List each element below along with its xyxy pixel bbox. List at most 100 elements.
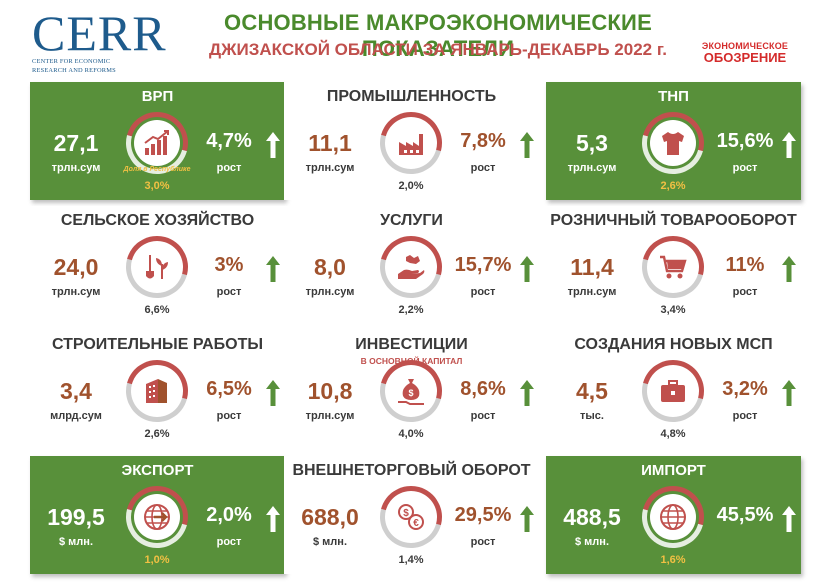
indicator-card: ЭКСПОРТ 199,5 $ млн. 1,0% 2,0% рост: [30, 456, 285, 574]
briefcase-icon: [650, 368, 696, 414]
indicator-value: 199,5: [47, 504, 105, 530]
arrow-up-icon: [266, 132, 280, 158]
arrow-up-icon: [782, 506, 796, 532]
indicator-card: ИНВЕСТИЦИИ В ОСНОВНОЙ КАПИТАЛ 10,8 трлн.сум…: [284, 330, 539, 448]
svg-text:€: €: [413, 518, 419, 529]
indicator-card: УСЛУГИ 8,0 трлн.сум 2,2% 15,7% рост: [284, 206, 539, 324]
indicator-unit: трлн.сум: [567, 162, 617, 174]
page-subtitle: ДЖИЗАКСКОЙ ОБЛАСТИ ЗА ЯНВАРЬ-ДЕКАБРЬ 202…: [209, 40, 667, 59]
growth-label: рост: [216, 536, 242, 548]
indicator-unit: трлн.сум: [305, 286, 355, 298]
growth-value: 7,8%: [460, 130, 506, 152]
logo-subtitle-1: Center for Economic: [32, 58, 111, 65]
indicator-value: 488,5: [563, 504, 621, 530]
factory-icon: [388, 120, 434, 166]
indicator-card: ТНП 5,3 трлн.сум 2,6% 15,6% рост: [546, 82, 801, 200]
card-title: ЭКСПОРТ: [121, 462, 194, 479]
source-logo-big: ОБОЗРЕНИЕ: [703, 50, 787, 65]
card-title: ВНЕШНЕТОРГОВЫЙ ОБОРОТ: [292, 462, 531, 479]
republic-share: 4,0%: [398, 428, 424, 440]
arrow-up-icon: [520, 256, 534, 282]
republic-share: 1,0%: [144, 554, 170, 566]
growth-label: рост: [216, 410, 242, 422]
share-ring: [630, 348, 716, 434]
arrow-up-icon: [782, 132, 796, 158]
globe-export-icon: [134, 494, 180, 540]
card-title: СТРОИТЕЛЬНЫЕ РАБОТЫ: [51, 336, 264, 353]
source-logo-small: ЭКОНОМИЧЕСКОЕ: [701, 41, 789, 51]
money-bag-icon: $: [388, 368, 434, 414]
share-ring: [114, 474, 200, 560]
indicator-value: 11,1: [308, 130, 352, 156]
arrow-up-icon: [782, 256, 796, 282]
cart-icon: [650, 244, 696, 290]
indicator-unit: трлн.сум: [51, 286, 101, 298]
indicator-card: РОЗНИЧНЫЙ ТОВАРООБОРОТ 11,4 трлн.сум 3,4% 11…: [546, 206, 801, 324]
growth-value: 11%: [725, 254, 765, 276]
card-title: РОЗНИЧНЫЙ ТОВАРООБОРОТ: [550, 212, 797, 229]
indicator-unit: $ млн.: [313, 536, 347, 548]
card-title: ИМПОРТ: [641, 462, 706, 479]
indicator-unit: $ млн.: [59, 536, 93, 548]
indicator-value: 8,0: [314, 254, 346, 280]
indicator-unit: трлн.сум: [305, 410, 355, 422]
republic-share: 1,6%: [660, 554, 686, 566]
growth-value: 3,2%: [722, 378, 768, 400]
republic-share: 2,6%: [144, 428, 170, 440]
card-title: ВРП: [141, 88, 174, 105]
indicator-value: 688,0: [301, 504, 359, 530]
card-title: ИНВЕСТИЦИИ: [355, 336, 468, 353]
growth-value: 29,5%: [454, 504, 512, 526]
arrow-up-icon: [782, 380, 796, 406]
share-ring: [368, 100, 454, 186]
indicator-card: ПРОМЫШЛЕННОСТЬ 11,1 трлн.сум 2,0% 7,8% рост: [284, 82, 539, 200]
indicator-unit: трлн.сум: [305, 162, 355, 174]
growth-value: 4,7%: [206, 130, 252, 152]
arrow-up-icon: [266, 256, 280, 282]
source-logo: ЭКОНОМИЧЕСКОЕ ОБОЗРЕНИЕ: [690, 41, 800, 65]
share-ring: $: [368, 348, 454, 434]
logo-text: CERR: [32, 5, 167, 61]
header: CERR Center for Economic Research and Re…: [0, 0, 825, 76]
republic-share: 3,0%: [144, 180, 170, 192]
republic-share: 6,6%: [144, 304, 170, 316]
share-ring: [114, 100, 200, 186]
globe-import-icon: [650, 494, 696, 540]
indicator-card: ВНЕШНЕТОРГОВЫЙ ОБОРОТ 688,0 $ млн. $ €1,4% 29…: [284, 456, 539, 574]
indicator-value: 5,3: [576, 130, 608, 156]
growth-label: рост: [216, 286, 242, 298]
share-ring: [630, 224, 716, 310]
arrow-up-icon: [266, 380, 280, 406]
arrow-up-icon: [266, 506, 280, 532]
indicator-value: 24,0: [53, 254, 99, 280]
indicator-value: 10,8: [307, 378, 353, 404]
share-ring: [630, 100, 716, 186]
growth-label: рост: [732, 286, 758, 298]
indicator-card: СЕЛЬСКОЕ ХОЗЯЙСТВО 24,0 трлн.сум 6,6% 3% рост: [30, 206, 285, 324]
svg-text:$: $: [408, 388, 413, 398]
growth-value: 2,0%: [206, 504, 252, 526]
svg-text:$: $: [403, 508, 409, 519]
card-title: УСЛУГИ: [380, 212, 443, 229]
share-ring: [368, 224, 454, 310]
indicator-value: 27,1: [53, 130, 99, 156]
indicator-value: 4,5: [576, 378, 608, 404]
growth-value: 3%: [214, 254, 244, 276]
growth-label: рост: [470, 286, 496, 298]
page-title: ОСНОВНЫЕ МАКРОЭКОНОМИЧЕСКИЕ ПОКАЗАТЕЛИ: [224, 10, 652, 61]
indicator-unit: млрд.сум: [50, 410, 102, 422]
card-subtitle: В ОСНОВНОЙ КАПИТАЛ: [360, 356, 463, 366]
growth-label: рост: [470, 410, 496, 422]
indicator-value: 3,4: [60, 378, 92, 404]
card-title: СОЗДАНИЯ НОВЫХ МСП: [574, 336, 773, 353]
currency-exchange-icon: $ €: [388, 494, 434, 540]
indicator-card: СТРОИТЕЛЬНЫЕ РАБОТЫ 3,4 млрд.сум 2,6% 6,5% ро…: [30, 330, 285, 448]
indicator-card: ИМПОРТ 488,5 $ млн. 1,6% 45,5%: [546, 456, 801, 574]
cerr-logo: CERR Center for Economic Research and Re…: [32, 5, 172, 74]
card-title: СЕЛЬСКОЕ ХОЗЯЙСТВО: [60, 212, 255, 229]
indicator-unit: трлн.сум: [51, 162, 101, 174]
share-ring: [114, 224, 200, 310]
card-title: ПРОМЫШЛЕННОСТЬ: [326, 88, 497, 105]
republic-share: 2,6%: [660, 180, 686, 192]
republic-share: 1,4%: [398, 554, 424, 566]
